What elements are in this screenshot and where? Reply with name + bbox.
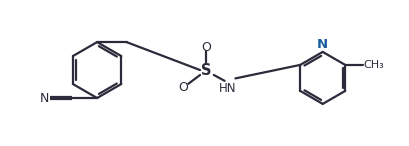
Text: HN: HN (218, 82, 236, 95)
Text: O: O (200, 41, 210, 54)
Text: N: N (40, 92, 49, 105)
Text: O: O (178, 81, 188, 94)
Text: CH₃: CH₃ (362, 60, 383, 70)
Text: N: N (317, 38, 328, 51)
Text: S: S (200, 62, 211, 78)
